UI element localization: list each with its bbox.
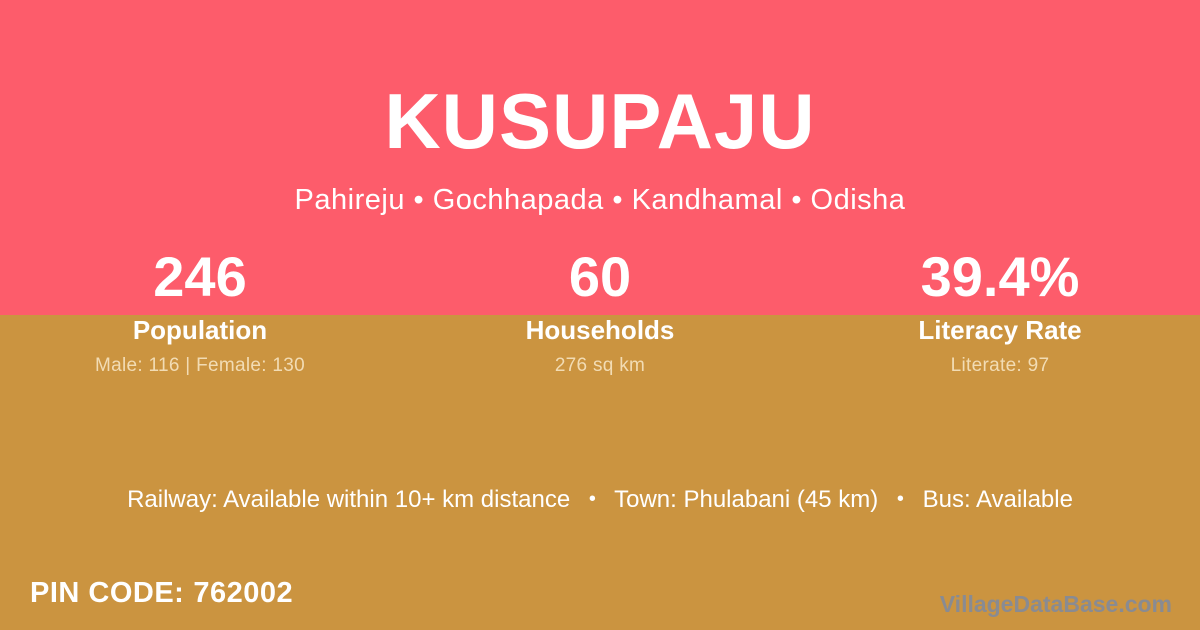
households-value: 60: [568, 245, 632, 308]
literacy-value: 39.4%: [920, 245, 1080, 308]
literacy-detail: Literate: 97: [950, 355, 1050, 376]
stat-literacy-rate: 39.4% Literacy Rate Literate: 97: [800, 247, 1200, 377]
bus-info: Bus: Available: [922, 486, 1073, 513]
households-label: Households: [525, 315, 675, 345]
village-name-title: KUSUPAJU: [384, 77, 816, 165]
bullet-separator-icon: •: [588, 488, 596, 510]
stats-row: 246 Population Male: 116 | Female: 130 6…: [0, 247, 1200, 377]
literacy-label: Literacy Rate: [918, 315, 1082, 345]
transport-info: Railway: Available within 10+ km distanc…: [0, 486, 1200, 514]
bullet-separator-icon: •: [896, 488, 904, 510]
railway-info: Railway: Available within 10+ km distanc…: [127, 486, 571, 513]
households-detail: 276 sq km: [554, 355, 646, 376]
body-background: [0, 315, 1200, 630]
population-detail: Male: 116 | Female: 130: [94, 355, 306, 376]
header-background: [0, 0, 1200, 315]
stat-population: 246 Population Male: 116 | Female: 130: [0, 247, 400, 377]
town-info: Town: Phulabani (45 km): [614, 486, 879, 513]
population-label: Population: [132, 315, 268, 345]
pin-code: PIN CODE: 762002: [30, 577, 293, 610]
pin-code-label: PIN CODE:: [30, 577, 185, 609]
watermark-site-name: VillageDataBase.com: [939, 591, 1172, 617]
stat-households: 60 Households 276 sq km: [400, 247, 800, 377]
population-value: 246: [153, 245, 247, 308]
pin-code-value: 762002: [193, 577, 294, 609]
location-breadcrumb: Pahireju • Gochhapada • Kandhamal • Odis…: [294, 184, 906, 216]
